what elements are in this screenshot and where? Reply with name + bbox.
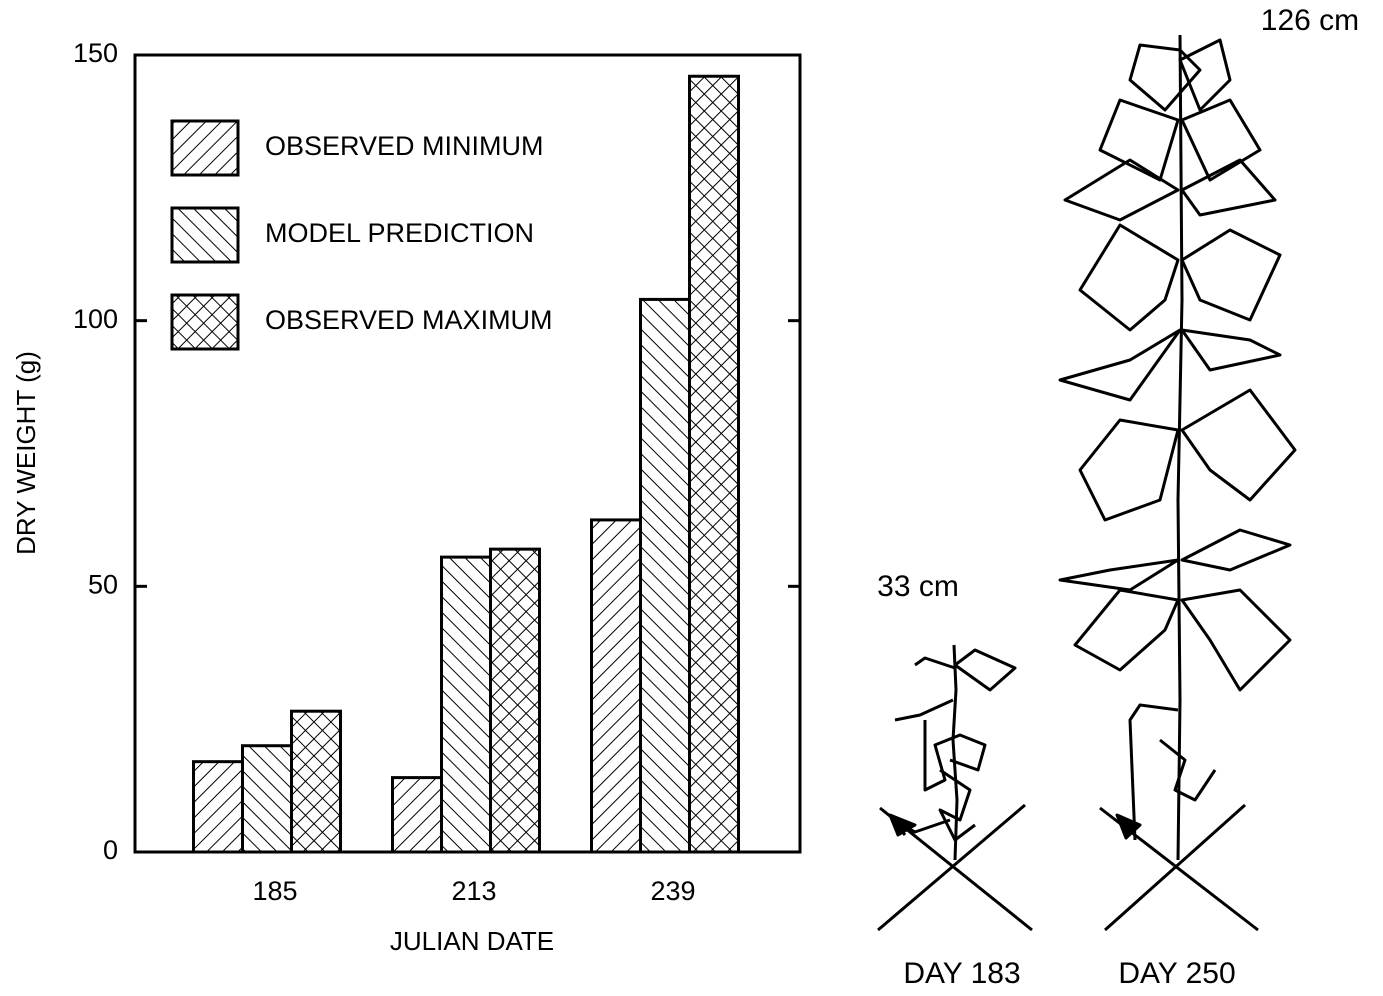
legend-label: OBSERVED MAXIMUM [265,305,553,335]
bar [440,555,492,854]
bar [241,744,293,854]
day-label: DAY 183 [903,957,1020,990]
bar [489,547,541,854]
plant-day-250 [1058,34,1297,932]
legend-label: MODEL PREDICTION [265,218,534,248]
bar [688,74,740,854]
y-tick-label: 100 [73,304,118,334]
y-tick-label: 150 [73,38,118,68]
bar [391,776,443,854]
legend-swatch [170,119,240,177]
day-label: DAY 250 [1118,957,1235,990]
legend-swatch [170,206,240,264]
bar [192,760,244,854]
x-tick-label: 239 [650,876,695,906]
legend-swatch [170,293,240,351]
y-axis-title: DRY WEIGHT (g) [11,351,41,555]
bar [590,518,642,854]
y-tick-label: 50 [88,569,118,599]
y-tick-label: 0 [103,835,118,865]
bar [290,709,342,854]
height-label: 126 cm [1261,4,1359,37]
plant-day-183 [877,644,1033,932]
x-axis-title: JULIAN DATE [390,926,554,956]
height-label: 33 cm [877,570,959,603]
legend-label: OBSERVED MINIMUM [265,131,544,161]
x-tick-label: 185 [252,876,297,906]
x-tick-label: 213 [451,876,496,906]
bar [639,297,691,854]
